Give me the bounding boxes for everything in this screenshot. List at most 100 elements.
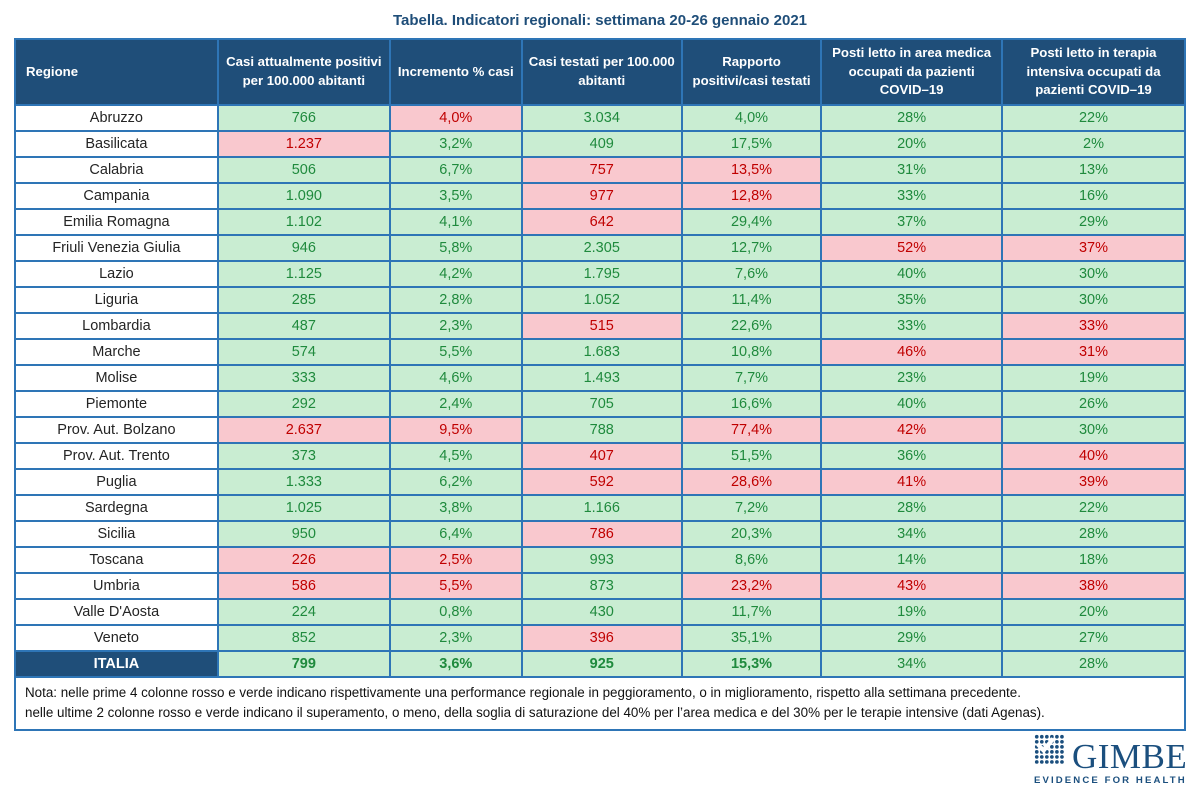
value-cell: 977: [520, 182, 683, 211]
value-cell: 4,1%: [388, 208, 523, 237]
value-cell: 9,5%: [388, 416, 523, 445]
value-cell: 22%: [1001, 494, 1186, 523]
value-cell: 224: [216, 598, 391, 627]
value-cell: 574: [216, 338, 391, 367]
value-cell: 13,5%: [680, 156, 823, 185]
value-cell: 23,2%: [680, 572, 823, 601]
note-line-1: Nota: nelle prime 4 colonne rosso e verd…: [25, 685, 1021, 701]
value-cell: 77,4%: [680, 416, 823, 445]
region-name-cell: Emilia Romagna: [14, 208, 219, 237]
value-cell: 42%: [820, 416, 1003, 445]
value-cell: 7,7%: [680, 364, 823, 393]
value-cell: 23%: [820, 364, 1003, 393]
region-name-cell: Campania: [14, 182, 219, 211]
value-cell: 28%: [1001, 520, 1186, 549]
value-cell: 0,8%: [388, 598, 523, 627]
region-name-cell: Prov. Aut. Trento: [14, 442, 219, 471]
value-cell: 5,5%: [388, 572, 523, 601]
column-header: Posti letto in area medica occupati da p…: [820, 37, 1003, 107]
value-cell: 28%: [820, 104, 1003, 133]
value-cell: 33%: [1001, 312, 1186, 341]
value-cell: 292: [216, 390, 391, 419]
value-cell: 226: [216, 546, 391, 575]
column-header: Casi attualmente positivi per 100.000 ab…: [216, 37, 391, 107]
table-row: Piemonte 292 2,4% 705 16,6% 40% 26%: [14, 390, 1186, 419]
value-cell: 34%: [820, 520, 1003, 549]
region-name-cell: Molise: [14, 364, 219, 393]
value-cell: 40%: [1001, 442, 1186, 471]
value-cell: 2,4%: [388, 390, 523, 419]
value-cell: 786: [520, 520, 683, 549]
value-cell: 31%: [820, 156, 1003, 185]
value-cell: 285: [216, 286, 391, 315]
value-cell: 993: [520, 546, 683, 575]
header-row: Regione Casi attualmente positivi per 100…: [14, 37, 1186, 107]
value-cell: 925: [520, 650, 683, 679]
value-cell: 642: [520, 208, 683, 237]
value-cell: 20,3%: [680, 520, 823, 549]
value-cell: 15,3%: [680, 650, 823, 679]
value-cell: 430: [520, 598, 683, 627]
value-cell: 333: [216, 364, 391, 393]
value-cell: 46%: [820, 338, 1003, 367]
value-cell: 2,3%: [388, 624, 523, 653]
value-cell: 373: [216, 442, 391, 471]
value-cell: 28%: [820, 494, 1003, 523]
region-name-cell: Lazio: [14, 260, 219, 289]
region-name-cell: Marche: [14, 338, 219, 367]
page-title: Tabella. Indicatori regionali: settimana…: [392, 12, 808, 29]
value-cell: 30%: [1001, 416, 1186, 445]
value-cell: 592: [520, 468, 683, 497]
column-header: Regione: [14, 37, 219, 107]
value-cell: 5,8%: [388, 234, 523, 263]
region-name-cell: Prov. Aut. Bolzano: [14, 416, 219, 445]
value-cell: 43%: [820, 572, 1003, 601]
value-cell: 31%: [1001, 338, 1186, 367]
regional-indicators-table: Regione Casi attualmente positivi per 100…: [14, 37, 1186, 679]
gimbe-check-icon: [1034, 734, 1067, 772]
value-cell: 2,5%: [388, 546, 523, 575]
region-name-cell: Basilicata: [14, 130, 219, 159]
region-name-cell: Friuli Venezia Giulia: [14, 234, 219, 263]
totals-row: ITALIA 799 3,6% 925 15,3% 34% 28%: [14, 650, 1186, 679]
value-cell: 18%: [1001, 546, 1186, 575]
table-body: Abruzzo 766 4,0% 3.034 4,0% 28% 22% Basilicata 1…: [14, 104, 1186, 679]
value-cell: 33%: [820, 312, 1003, 341]
value-cell: 6,4%: [388, 520, 523, 549]
value-cell: 788: [520, 416, 683, 445]
table-row: Prov. Aut. Trento 373 4,5% 407 51,5% 36% 40%: [14, 442, 1186, 471]
value-cell: 20%: [820, 130, 1003, 159]
value-cell: 29,4%: [680, 208, 823, 237]
value-cell: 19%: [1001, 364, 1186, 393]
value-cell: 2.637: [216, 416, 391, 445]
value-cell: 1.025: [216, 494, 391, 523]
value-cell: 4,5%: [388, 442, 523, 471]
table-row: Molise 333 4,6% 1.493 7,7% 23% 19%: [14, 364, 1186, 393]
value-cell: 40%: [820, 390, 1003, 419]
table-row: Basilicata 1.237 3,2% 409 17,5% 20% 2%: [14, 130, 1186, 159]
region-name-cell: Sardegna: [14, 494, 219, 523]
value-cell: 11,4%: [680, 286, 823, 315]
region-name-cell: Lombardia: [14, 312, 219, 341]
value-cell: 40%: [820, 260, 1003, 289]
note-line-2: nelle ultime 2 colonne rosso e verde ind…: [25, 705, 1045, 721]
value-cell: 22,6%: [680, 312, 823, 341]
table-row: Marche 574 5,5% 1.683 10,8% 46% 31%: [14, 338, 1186, 367]
value-cell: 17,5%: [680, 130, 823, 159]
value-cell: 12,7%: [680, 234, 823, 263]
value-cell: 34%: [820, 650, 1003, 679]
value-cell: 35%: [820, 286, 1003, 315]
value-cell: 1.795: [520, 260, 683, 289]
value-cell: 4,0%: [388, 104, 523, 133]
value-cell: 28%: [1001, 650, 1186, 679]
value-cell: 16%: [1001, 182, 1186, 211]
value-cell: 19%: [820, 598, 1003, 627]
value-cell: 766: [216, 104, 391, 133]
table-row: Sicilia 950 6,4% 786 20,3% 34% 28%: [14, 520, 1186, 549]
value-cell: 5,5%: [388, 338, 523, 367]
table-row: Puglia 1.333 6,2% 592 28,6% 41% 39%: [14, 468, 1186, 497]
value-cell: 38%: [1001, 572, 1186, 601]
value-cell: 3,2%: [388, 130, 523, 159]
value-cell: 41%: [820, 468, 1003, 497]
value-cell: 506: [216, 156, 391, 185]
